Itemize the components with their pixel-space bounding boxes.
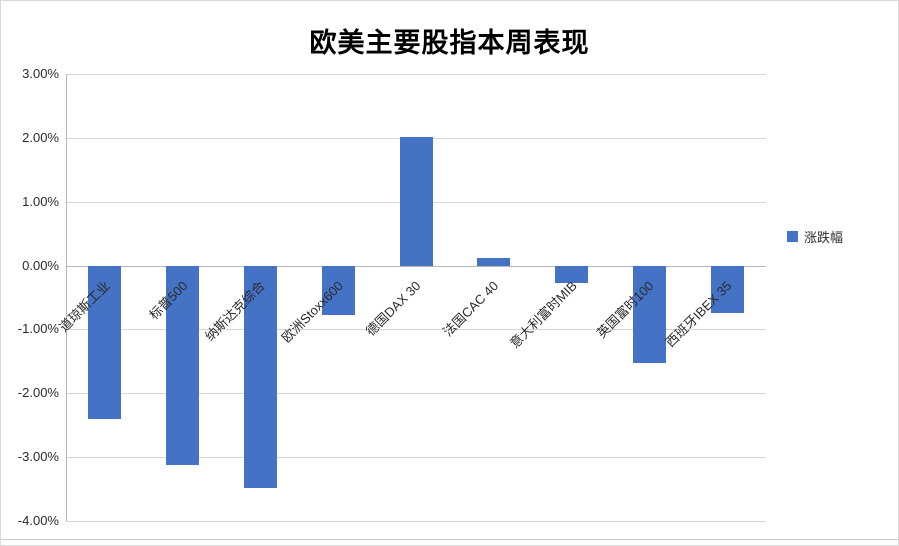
bar-德国DAX 30[interactable] xyxy=(400,137,433,266)
y-axis-tick-label: -1.00% xyxy=(17,321,59,336)
legend[interactable]: 涨跌幅 xyxy=(787,227,843,246)
bar-意大利富时MIB[interactable] xyxy=(555,266,588,283)
chart-title: 欧美主要股指本周表现 xyxy=(309,28,590,58)
window-bottom-edge xyxy=(1,539,898,540)
y-axis-tick-label: -2.00% xyxy=(17,385,59,400)
y-axis-tick-label: 0.00% xyxy=(22,258,59,273)
y-axis-line xyxy=(66,74,67,521)
zero-gridline xyxy=(66,266,766,267)
x-axis-category-label: 意大利富时MIB xyxy=(506,278,580,352)
bar-英国富时100[interactable] xyxy=(633,266,666,363)
bar-道琼斯工业[interactable] xyxy=(88,266,121,419)
bar-法国CAC 40[interactable] xyxy=(477,258,510,266)
gridline xyxy=(66,74,766,75)
y-axis-tick-label: 2.00% xyxy=(22,130,59,145)
y-axis-tick-label: 1.00% xyxy=(22,194,59,209)
legend-marker-icon xyxy=(787,231,798,242)
x-axis-category-label: 法国CAC 40 xyxy=(440,278,502,340)
y-axis-tick-label: -4.00% xyxy=(17,513,59,528)
bar-纳斯达克综合[interactable] xyxy=(244,266,277,488)
gridline xyxy=(66,521,766,522)
bar-标普500[interactable] xyxy=(166,266,199,465)
y-axis-tick-label: 3.00% xyxy=(22,66,59,81)
x-axis-category-label: 西班牙IBEX 35 xyxy=(662,278,735,351)
gridline xyxy=(66,457,766,458)
y-axis-tick-label: -3.00% xyxy=(17,449,59,464)
bar-欧洲Stoxx600[interactable] xyxy=(322,266,355,315)
gridline xyxy=(66,393,766,394)
legend-label: 涨跌幅 xyxy=(804,230,844,245)
gridline xyxy=(66,329,766,330)
bar-西班牙IBEX 35[interactable] xyxy=(711,266,744,313)
